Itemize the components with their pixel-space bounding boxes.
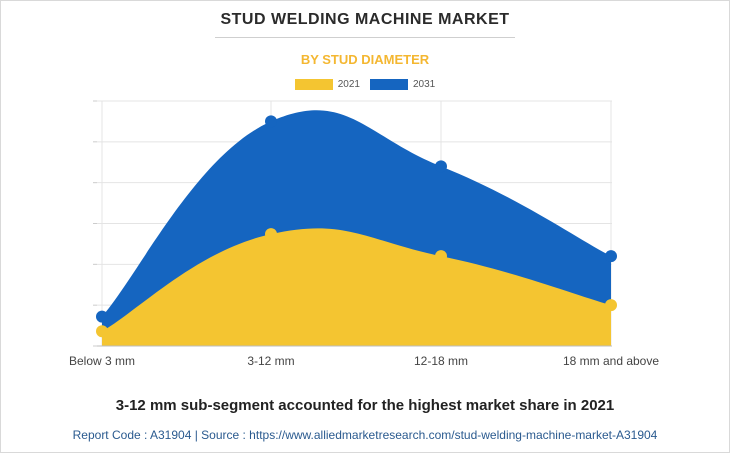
legend-swatch-2031 — [370, 79, 408, 90]
data-point-2031 — [605, 250, 617, 263]
x-tick-label: 3-12 mm — [247, 354, 294, 368]
legend-item-2031[interactable]: 2031 — [370, 79, 435, 90]
x-tick-label: 12-18 mm — [414, 354, 468, 368]
data-point-2021 — [605, 299, 617, 312]
legend-label-2021: 2021 — [337, 79, 360, 90]
legend-item-2021[interactable]: 2021 — [294, 79, 360, 90]
data-point-2031 — [96, 310, 108, 323]
legend-swatch-2021 — [294, 79, 333, 90]
data-point-2021 — [265, 228, 277, 241]
key-finding: 3-12 mm sub-segment accounted for the hi… — [115, 397, 615, 414]
legend: 2021 2031 — [0, 79, 730, 90]
x-tick-label: Below 3 mm — [69, 354, 135, 368]
legend-label-2031: 2031 — [413, 79, 436, 90]
chart-subtitle: BY STUD DIAMETER — [300, 52, 430, 67]
title-divider — [215, 37, 515, 38]
source-line[interactable]: Report Code : A31904 | Source : https://… — [72, 428, 658, 442]
data-point-2031 — [435, 160, 447, 173]
x-tick-label: 18 mm and above — [563, 354, 659, 368]
chart-title: STUD WELDING MACHINE MARKET — [220, 11, 510, 28]
data-point-2021 — [435, 250, 447, 263]
data-point-2021 — [96, 325, 108, 338]
data-point-2031 — [265, 115, 277, 128]
area-series-2021 — [102, 228, 611, 346]
